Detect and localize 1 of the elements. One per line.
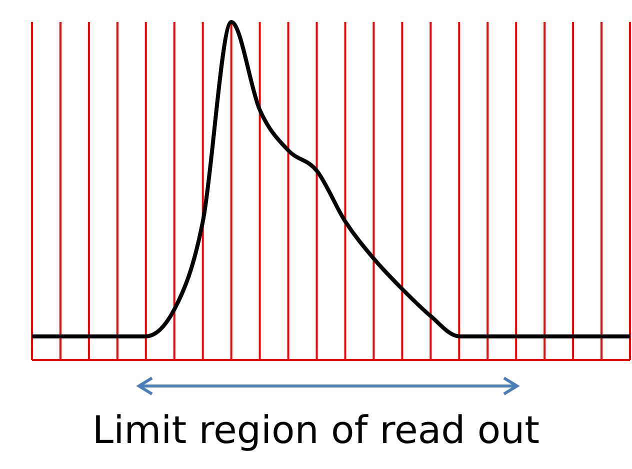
text: Limit region of read out <box>91 408 541 452</box>
